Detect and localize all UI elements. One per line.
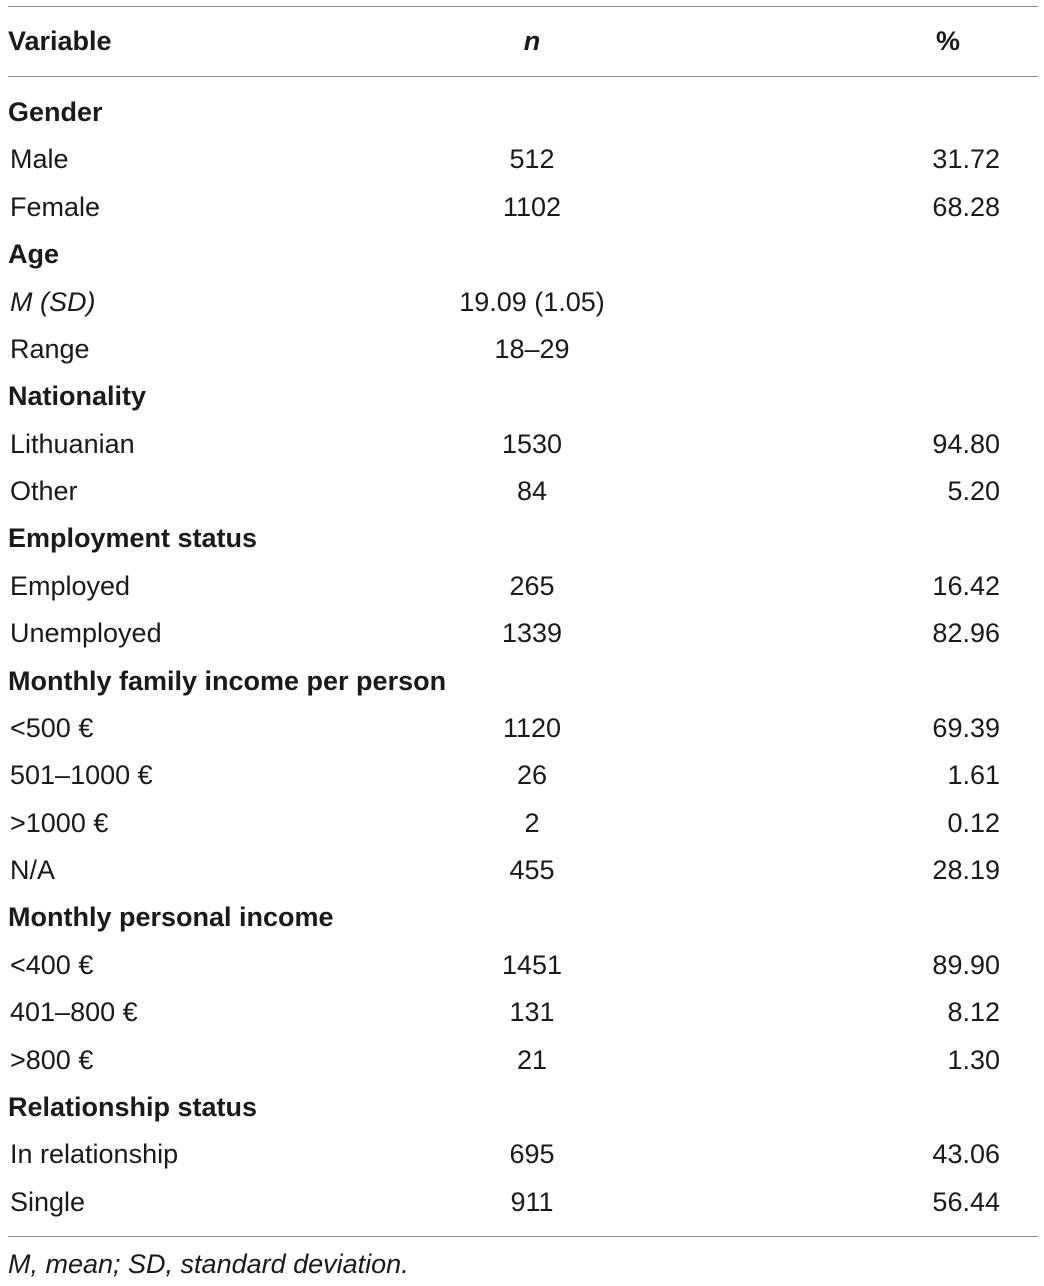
table-header-row: Variable n % (0, 18, 1044, 65)
variable-label: 501–1000 € (10, 760, 153, 791)
table-row: Female 1102 68.28 (0, 184, 1044, 231)
section-row: Monthly personal income (0, 894, 1044, 941)
n-value: 19.09 (1.05) (459, 286, 605, 317)
section-row: Relationship status (0, 1084, 1044, 1131)
percent-value: 31.72 (932, 144, 1000, 175)
variable-label: <500 € (10, 712, 94, 743)
table-row: 501–1000 € 26 1.61 (0, 752, 1044, 799)
n-value: 131 (509, 997, 555, 1028)
n-value: 695 (509, 1139, 555, 1170)
n-value: 26 (516, 760, 548, 791)
section-label: Employment status (8, 523, 258, 554)
table-row: <500 € 1120 69.39 (0, 705, 1044, 752)
table-row: Single 911 56.44 (0, 1179, 1044, 1226)
variable-label: Unemployed (10, 618, 162, 649)
percent-value (700, 279, 1000, 326)
table-bottom-rule (8, 1236, 1038, 1237)
variable-label: Employed (10, 570, 131, 601)
variable-label: >800 € (10, 1044, 94, 1075)
percent-value: 94.80 (932, 428, 1000, 459)
table-row: N/A 455 28.19 (0, 847, 1044, 894)
percent-value: 16.42 (932, 570, 1000, 601)
n-value: 21 (516, 1044, 548, 1075)
table-row: 401–800 € 131 8.12 (0, 989, 1044, 1036)
section-row: Nationality (0, 373, 1044, 420)
table-row: Other 84 5.20 (0, 468, 1044, 515)
n-value: 1451 (501, 949, 563, 980)
column-header-n: n (523, 26, 541, 56)
percent-value: 1.30 (947, 1044, 1000, 1075)
percent-value (700, 326, 1000, 373)
n-value: 1530 (501, 428, 563, 459)
percent-value: 68.28 (932, 191, 1000, 222)
variable-label: 401–800 € (10, 997, 138, 1028)
table-top-rule (8, 6, 1038, 7)
variable-label: <400 € (10, 949, 94, 980)
table-row: Lithuanian 1530 94.80 (0, 421, 1044, 468)
section-row: Age (0, 231, 1044, 278)
variable-label: N/A (10, 855, 56, 885)
section-label: Gender (8, 97, 103, 127)
n-value: 1339 (501, 618, 563, 649)
n-value: 18–29 (494, 333, 570, 364)
table-row: Employed 265 16.42 (0, 563, 1044, 610)
percent-value: 8.12 (947, 997, 1000, 1028)
n-value: 911 (510, 1186, 554, 1217)
section-row: Gender (0, 89, 1044, 136)
section-row: Monthly family income per person (0, 658, 1044, 705)
variable-label: Single (10, 1186, 86, 1217)
section-label: Age (8, 239, 60, 270)
variable-label: Other (10, 476, 78, 506)
table-row: >1000 € 2 0.12 (0, 800, 1044, 847)
table-row: >800 € 21 1.30 (0, 1037, 1044, 1084)
percent-value: 1.61 (947, 760, 1000, 791)
percent-value: 82.96 (932, 618, 1000, 649)
table-header-rule (8, 76, 1038, 77)
n-value: 84 (516, 476, 548, 506)
table-footnote: M, mean; SD, standard deviation. (8, 1249, 409, 1279)
percent-value: 28.19 (932, 855, 1000, 885)
section-label: Nationality (8, 381, 147, 412)
percent-value: 56.44 (932, 1186, 1000, 1217)
table-row: In relationship 695 43.06 (0, 1131, 1044, 1178)
percent-value: 43.06 (932, 1139, 1000, 1170)
variable-label: M (SD) (10, 286, 96, 317)
n-value: 1120 (502, 712, 562, 743)
variable-label: >1000 € (10, 807, 109, 838)
section-label: Monthly family income per person (8, 665, 447, 696)
variable-label: Lithuanian (10, 428, 135, 459)
variable-label: Female (10, 191, 101, 222)
percent-value: 69.39 (932, 712, 1000, 743)
n-value: 2 (524, 807, 540, 838)
n-value: 265 (509, 570, 555, 601)
variable-label: Male (10, 144, 69, 175)
n-value: 455 (509, 855, 555, 885)
section-row: Employment status (0, 515, 1044, 562)
column-header-percent: % (935, 26, 960, 56)
percent-value: 0.12 (947, 807, 1000, 838)
percent-value: 5.20 (947, 476, 1000, 506)
table-row: Male 512 31.72 (0, 136, 1044, 183)
variable-label: In relationship (10, 1139, 179, 1170)
table-row: <400 € 1451 89.90 (0, 942, 1044, 989)
table-row: Range 18–29 (0, 326, 1044, 373)
variable-label: Range (10, 333, 90, 364)
column-header-variable: Variable (8, 26, 112, 56)
section-label: Relationship status (8, 1091, 258, 1122)
table-row: Unemployed 1339 82.96 (0, 610, 1044, 657)
section-label: Monthly personal income (8, 902, 334, 933)
percent-value: 89.90 (932, 949, 1000, 980)
n-value: 512 (509, 144, 555, 175)
n-value: 1102 (502, 191, 562, 222)
table-row: M (SD) 19.09 (1.05) (0, 279, 1044, 326)
